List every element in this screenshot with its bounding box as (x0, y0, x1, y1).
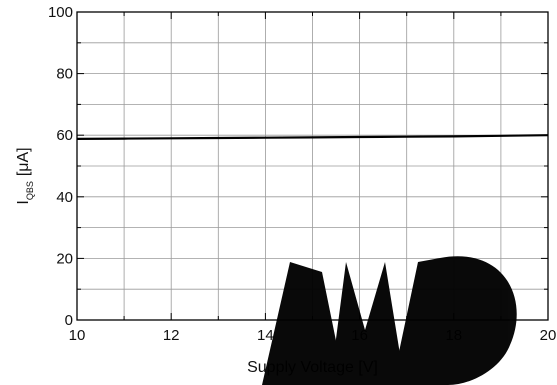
watermark (262, 256, 517, 385)
x-tick-label: 14 (257, 327, 274, 344)
y-axis-label-main: I (15, 200, 32, 204)
y-tick-label: 0 (65, 312, 73, 329)
y-tick-labels: 0 20 40 60 80 100 (48, 4, 73, 329)
x-tick-label: 10 (69, 327, 86, 344)
grid-lines (77, 12, 548, 320)
y-tick-label: 40 (56, 189, 73, 206)
y-axis-label-subscript: QBS (25, 181, 35, 200)
series-line (76, 134, 549, 140)
y-tick-label: 100 (48, 4, 73, 21)
x-tick-label: 12 (163, 327, 180, 344)
y-tick-label: 20 (56, 250, 73, 267)
y-axis-label-unit: [μA] (15, 147, 32, 176)
y-axis-label: IQBS [μA] (15, 147, 35, 204)
x-tick-label: 20 (540, 327, 557, 344)
y-tick-label: 80 (56, 66, 73, 83)
y-tick-label: 60 (56, 127, 73, 144)
